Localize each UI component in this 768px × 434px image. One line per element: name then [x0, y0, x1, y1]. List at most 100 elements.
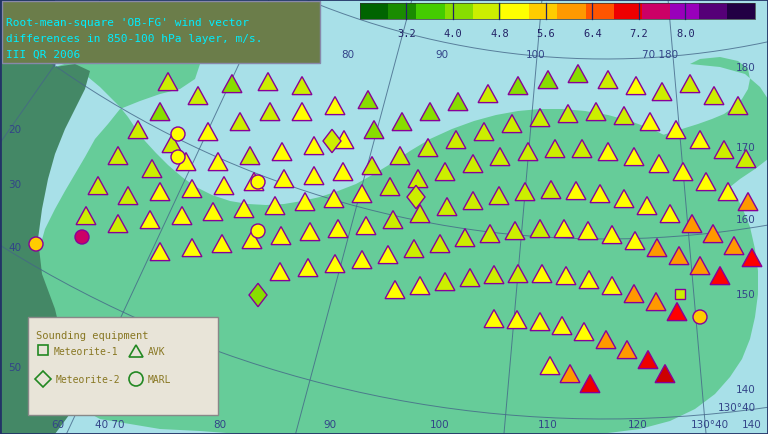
Text: 50: 50	[8, 362, 22, 372]
Bar	[642, 4, 670, 20]
Polygon shape	[378, 246, 398, 264]
Polygon shape	[328, 220, 348, 238]
Circle shape	[75, 230, 89, 244]
Polygon shape	[270, 263, 290, 281]
Polygon shape	[448, 93, 468, 112]
Bar	[586, 4, 614, 20]
Polygon shape	[541, 181, 561, 199]
Polygon shape	[508, 77, 528, 95]
Polygon shape	[249, 284, 267, 307]
Text: 90: 90	[323, 419, 336, 429]
Polygon shape	[598, 72, 618, 89]
Polygon shape	[552, 317, 572, 335]
Bar	[360, 4, 755, 20]
Polygon shape	[484, 266, 504, 284]
Polygon shape	[742, 249, 762, 267]
Polygon shape	[182, 239, 202, 257]
Bar	[558, 4, 586, 20]
Text: 20: 20	[8, 125, 22, 135]
Polygon shape	[680, 76, 700, 93]
Text: 140: 140	[737, 384, 756, 394]
Polygon shape	[203, 203, 223, 221]
Bar	[614, 4, 642, 20]
Bar	[727, 4, 755, 20]
Polygon shape	[430, 235, 450, 253]
Polygon shape	[364, 122, 384, 139]
Polygon shape	[298, 259, 318, 277]
Polygon shape	[728, 97, 748, 115]
Polygon shape	[617, 341, 637, 359]
Polygon shape	[208, 153, 228, 171]
Polygon shape	[334, 132, 354, 149]
Polygon shape	[515, 183, 535, 201]
Text: 60: 60	[51, 419, 65, 429]
Polygon shape	[292, 103, 312, 122]
Circle shape	[29, 237, 43, 251]
Bar	[38, 345, 48, 355]
Text: 8.0: 8.0	[676, 29, 695, 39]
Polygon shape	[626, 77, 646, 95]
Polygon shape	[188, 87, 208, 105]
Circle shape	[693, 310, 707, 324]
Polygon shape	[696, 173, 716, 191]
Text: 4.0: 4.0	[444, 29, 462, 39]
Polygon shape	[489, 187, 509, 205]
Polygon shape	[352, 251, 372, 269]
Polygon shape	[625, 232, 645, 250]
Polygon shape	[150, 183, 170, 201]
Polygon shape	[292, 77, 312, 95]
Polygon shape	[480, 225, 500, 243]
Text: 150: 150	[737, 289, 756, 299]
Polygon shape	[362, 157, 382, 175]
Circle shape	[171, 151, 185, 164]
Polygon shape	[182, 180, 202, 198]
Polygon shape	[530, 220, 550, 238]
Text: 80: 80	[214, 419, 227, 429]
Polygon shape	[390, 147, 410, 165]
Polygon shape	[624, 148, 644, 166]
Polygon shape	[274, 170, 294, 188]
Polygon shape	[718, 183, 738, 201]
Bar	[473, 4, 501, 20]
Text: 6.4: 6.4	[583, 29, 601, 39]
Polygon shape	[507, 311, 527, 329]
Polygon shape	[265, 197, 285, 215]
Polygon shape	[88, 177, 108, 195]
Polygon shape	[474, 123, 494, 141]
Polygon shape	[272, 143, 292, 161]
Polygon shape	[380, 178, 400, 196]
Polygon shape	[682, 215, 702, 233]
Text: 40 70: 40 70	[95, 419, 124, 429]
Polygon shape	[638, 351, 658, 369]
Text: 4.8: 4.8	[490, 29, 508, 39]
Polygon shape	[505, 222, 525, 240]
Text: 7.2: 7.2	[630, 29, 648, 39]
Bar	[501, 4, 529, 20]
Polygon shape	[150, 243, 170, 261]
Polygon shape	[555, 58, 768, 240]
Polygon shape	[358, 92, 378, 109]
Polygon shape	[142, 160, 162, 178]
Polygon shape	[420, 103, 440, 122]
Bar	[416, 4, 445, 20]
Polygon shape	[244, 173, 264, 191]
Polygon shape	[234, 200, 254, 218]
Text: 160: 160	[737, 214, 756, 224]
Polygon shape	[690, 132, 710, 149]
Polygon shape	[463, 155, 483, 173]
Polygon shape	[614, 190, 634, 208]
Bar	[445, 4, 473, 20]
Text: 40: 40	[8, 243, 22, 253]
Polygon shape	[556, 267, 576, 285]
Polygon shape	[108, 215, 128, 233]
Bar	[388, 4, 416, 20]
Polygon shape	[446, 132, 466, 149]
Text: 100: 100	[430, 419, 450, 429]
Polygon shape	[295, 193, 315, 211]
Polygon shape	[703, 225, 723, 243]
Polygon shape	[590, 185, 610, 203]
Polygon shape	[230, 113, 250, 132]
Polygon shape	[418, 139, 438, 157]
Bar	[699, 4, 727, 20]
Polygon shape	[738, 193, 758, 211]
